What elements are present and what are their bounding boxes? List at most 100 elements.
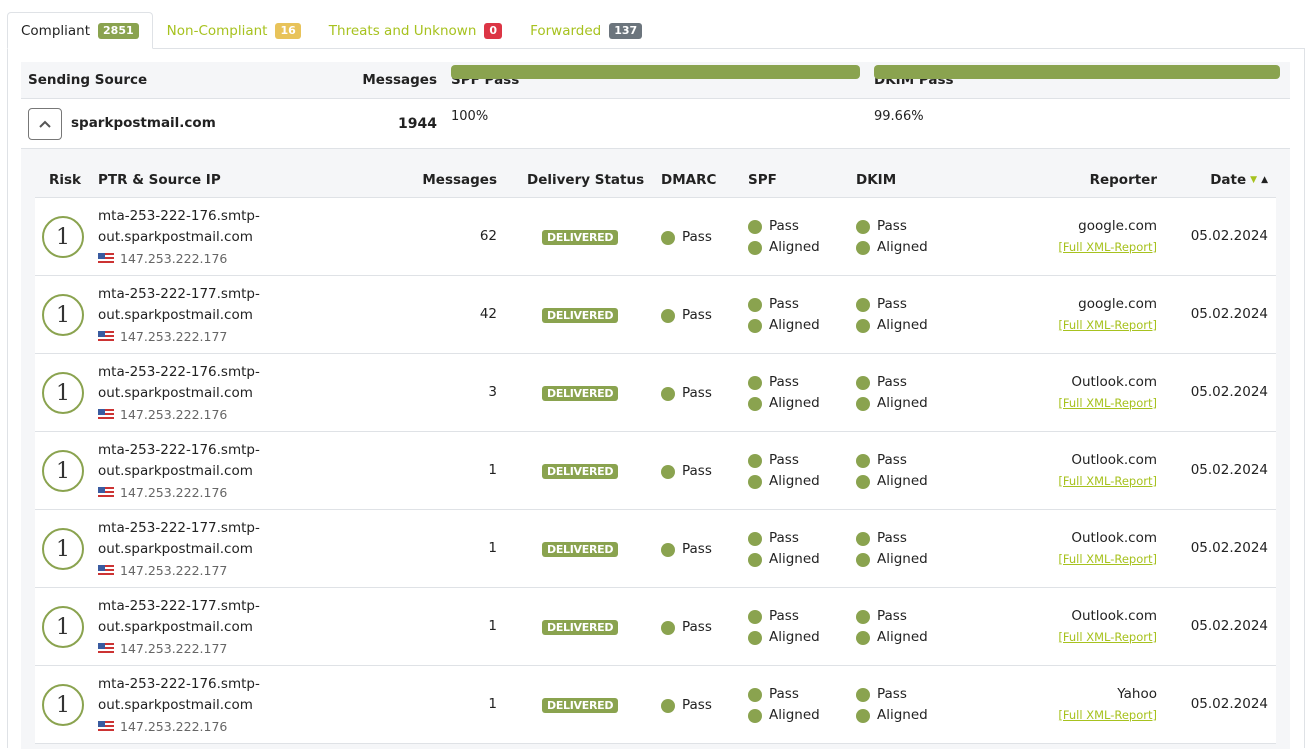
dmarc-result: Pass (661, 461, 712, 482)
dkim-result: Pass Aligned (856, 450, 928, 492)
header-date-sort[interactable]: Date ▼ ▲ (1210, 172, 1268, 188)
status-dot-icon (748, 609, 762, 624)
full-xml-report-link[interactable]: [Full XML-Report] (1058, 630, 1157, 644)
reporter: Outlook.com [Full XML-Report] (1058, 606, 1157, 648)
dmarc-label: Pass (682, 463, 712, 479)
ptr-hostname-line2: out.sparkpostmail.com (98, 307, 253, 323)
reporter: Outlook.com [Full XML-Report] (1058, 450, 1157, 492)
status-dot-icon (856, 219, 870, 234)
spf-result: Pass Aligned (748, 606, 820, 648)
spf-aligned-label: Aligned (769, 239, 820, 255)
sort-asc-icon: ▲ (1261, 175, 1268, 185)
dkim-result: Pass Aligned (856, 684, 928, 726)
dmarc-label: Pass (682, 307, 712, 323)
collapse-button[interactable] (28, 108, 62, 140)
ptr-source: mta-253-222-176.smtp-out.sparkpostmail.c… (98, 440, 260, 503)
reporter-name: Outlook.com (1071, 530, 1157, 546)
spf-aligned-label: Aligned (769, 473, 820, 489)
detail-rows: 1 mta-253-222-176.smtp-out.sparkpostmail… (35, 198, 1276, 744)
dmarc-result: Pass (661, 617, 712, 638)
ptr-source: mta-253-222-177.smtp-out.sparkpostmail.c… (98, 284, 260, 347)
source-ip: 147.253.222.176 (120, 719, 228, 734)
tab-label: Forwarded (530, 22, 602, 39)
table-row: 1 mta-253-222-176.smtp-out.sparkpostmail… (35, 198, 1276, 276)
ptr-hostname-line2: out.sparkpostmail.com (98, 229, 253, 245)
header-dmarc: DMARC (661, 172, 717, 188)
full-xml-report-link[interactable]: [Full XML-Report] (1058, 240, 1157, 254)
ptr-hostname-line1: mta-253-222-176.smtp- (98, 676, 260, 692)
delivery-status-badge: DELIVERED (542, 542, 619, 557)
full-xml-report-link[interactable]: [Full XML-Report] (1058, 396, 1157, 410)
ptr-hostname-line2: out.sparkpostmail.com (98, 541, 253, 557)
header-delivery-status: Delivery Status (527, 172, 645, 188)
tab-compliant[interactable]: Compliant 2851 (7, 12, 153, 49)
risk-score: 1 (42, 684, 84, 726)
source-ip: 147.253.222.176 (120, 407, 228, 422)
header-ptr: PTR & Source IP (98, 172, 221, 188)
chevron-up-icon (39, 120, 51, 128)
spf-pass-label: Pass (769, 452, 799, 468)
status-dot-icon (748, 318, 762, 333)
status-dot-icon (661, 620, 675, 635)
full-xml-report-link[interactable]: [Full XML-Report] (1058, 318, 1157, 332)
spf-pass-label: Pass (769, 218, 799, 234)
reporter: Outlook.com [Full XML-Report] (1058, 528, 1157, 570)
tab-label: Threats and Unknown (328, 22, 477, 39)
source-ip: 147.253.222.176 (120, 251, 228, 266)
ptr-hostname-line1: mta-253-222-177.smtp- (98, 598, 260, 614)
ptr-hostname-line1: mta-253-222-176.smtp- (98, 208, 260, 224)
full-xml-report-link[interactable]: [Full XML-Report] (1058, 708, 1157, 722)
status-dot-icon (856, 297, 870, 312)
tab-forwarded[interactable]: Forwarded 137 (516, 12, 656, 49)
status-dot-icon (856, 552, 870, 567)
spf-pass-label: Pass (769, 374, 799, 390)
status-dot-icon (748, 219, 762, 234)
ptr-hostname-line1: mta-253-222-177.smtp- (98, 286, 260, 302)
message-count: 1 (488, 540, 497, 556)
reporter-name: Outlook.com (1071, 608, 1157, 624)
tab-threats-and-unknown[interactable]: Threats and Unknown 0 (315, 12, 516, 49)
spf-aligned-label: Aligned (769, 551, 820, 567)
tab-label: Compliant (21, 22, 91, 39)
ptr-hostname-line1: mta-253-222-176.smtp- (98, 442, 260, 458)
header-date: Date (1210, 172, 1247, 188)
report-date: 05.02.2024 (1190, 228, 1268, 244)
dmarc-label: Pass (682, 697, 712, 713)
header-spf: SPF (748, 172, 777, 188)
spf-result: Pass Aligned (748, 684, 820, 726)
full-xml-report-link[interactable]: [Full XML-Report] (1058, 474, 1157, 488)
status-dot-icon (748, 240, 762, 255)
tab-non-compliant[interactable]: Non-Compliant 16 (153, 12, 315, 49)
dkim-result: Pass Aligned (856, 528, 928, 570)
sort-desc-icon: ▼ (1250, 175, 1258, 185)
dkim-pass-label: Pass (877, 218, 907, 234)
full-xml-report-link[interactable]: [Full XML-Report] (1058, 552, 1157, 566)
dmarc-result: Pass (661, 383, 712, 404)
spf-aligned-label: Aligned (769, 395, 820, 411)
dkim-pass-label: Pass (877, 530, 907, 546)
report-date: 05.02.2024 (1190, 462, 1268, 478)
dkim-aligned-label: Aligned (877, 395, 928, 411)
detail-table-container: Risk PTR & Source IP Messages Delivery S… (21, 149, 1290, 749)
dkim-aligned-label: Aligned (877, 551, 928, 567)
source-name: sparkpostmail.com (71, 115, 216, 131)
dkim-result: Pass Aligned (856, 294, 928, 336)
table-row: 1 mta-253-222-177.smtp-out.sparkpostmail… (35, 510, 1276, 588)
dmarc-label: Pass (682, 229, 712, 245)
content-panel (7, 48, 1305, 748)
message-count: 1 (488, 462, 497, 478)
risk-score: 1 (42, 528, 84, 570)
delivery-status-badge: DELIVERED (542, 620, 619, 635)
header-sending-source: Sending Source (28, 72, 148, 88)
status-dot-icon (748, 630, 762, 645)
status-dot-icon (856, 375, 870, 390)
risk-score: 1 (42, 450, 84, 492)
header-dkim: DKIM (856, 172, 897, 188)
dkim-pass-label: Pass (877, 608, 907, 624)
tab-label: Non-Compliant (166, 22, 268, 39)
table-row: 1 mta-253-222-176.smtp-out.sparkpostmail… (35, 354, 1276, 432)
status-dot-icon (748, 708, 762, 723)
spf-result: Pass Aligned (748, 294, 820, 336)
status-dot-icon (748, 552, 762, 567)
ptr-hostname-line2: out.sparkpostmail.com (98, 619, 253, 635)
